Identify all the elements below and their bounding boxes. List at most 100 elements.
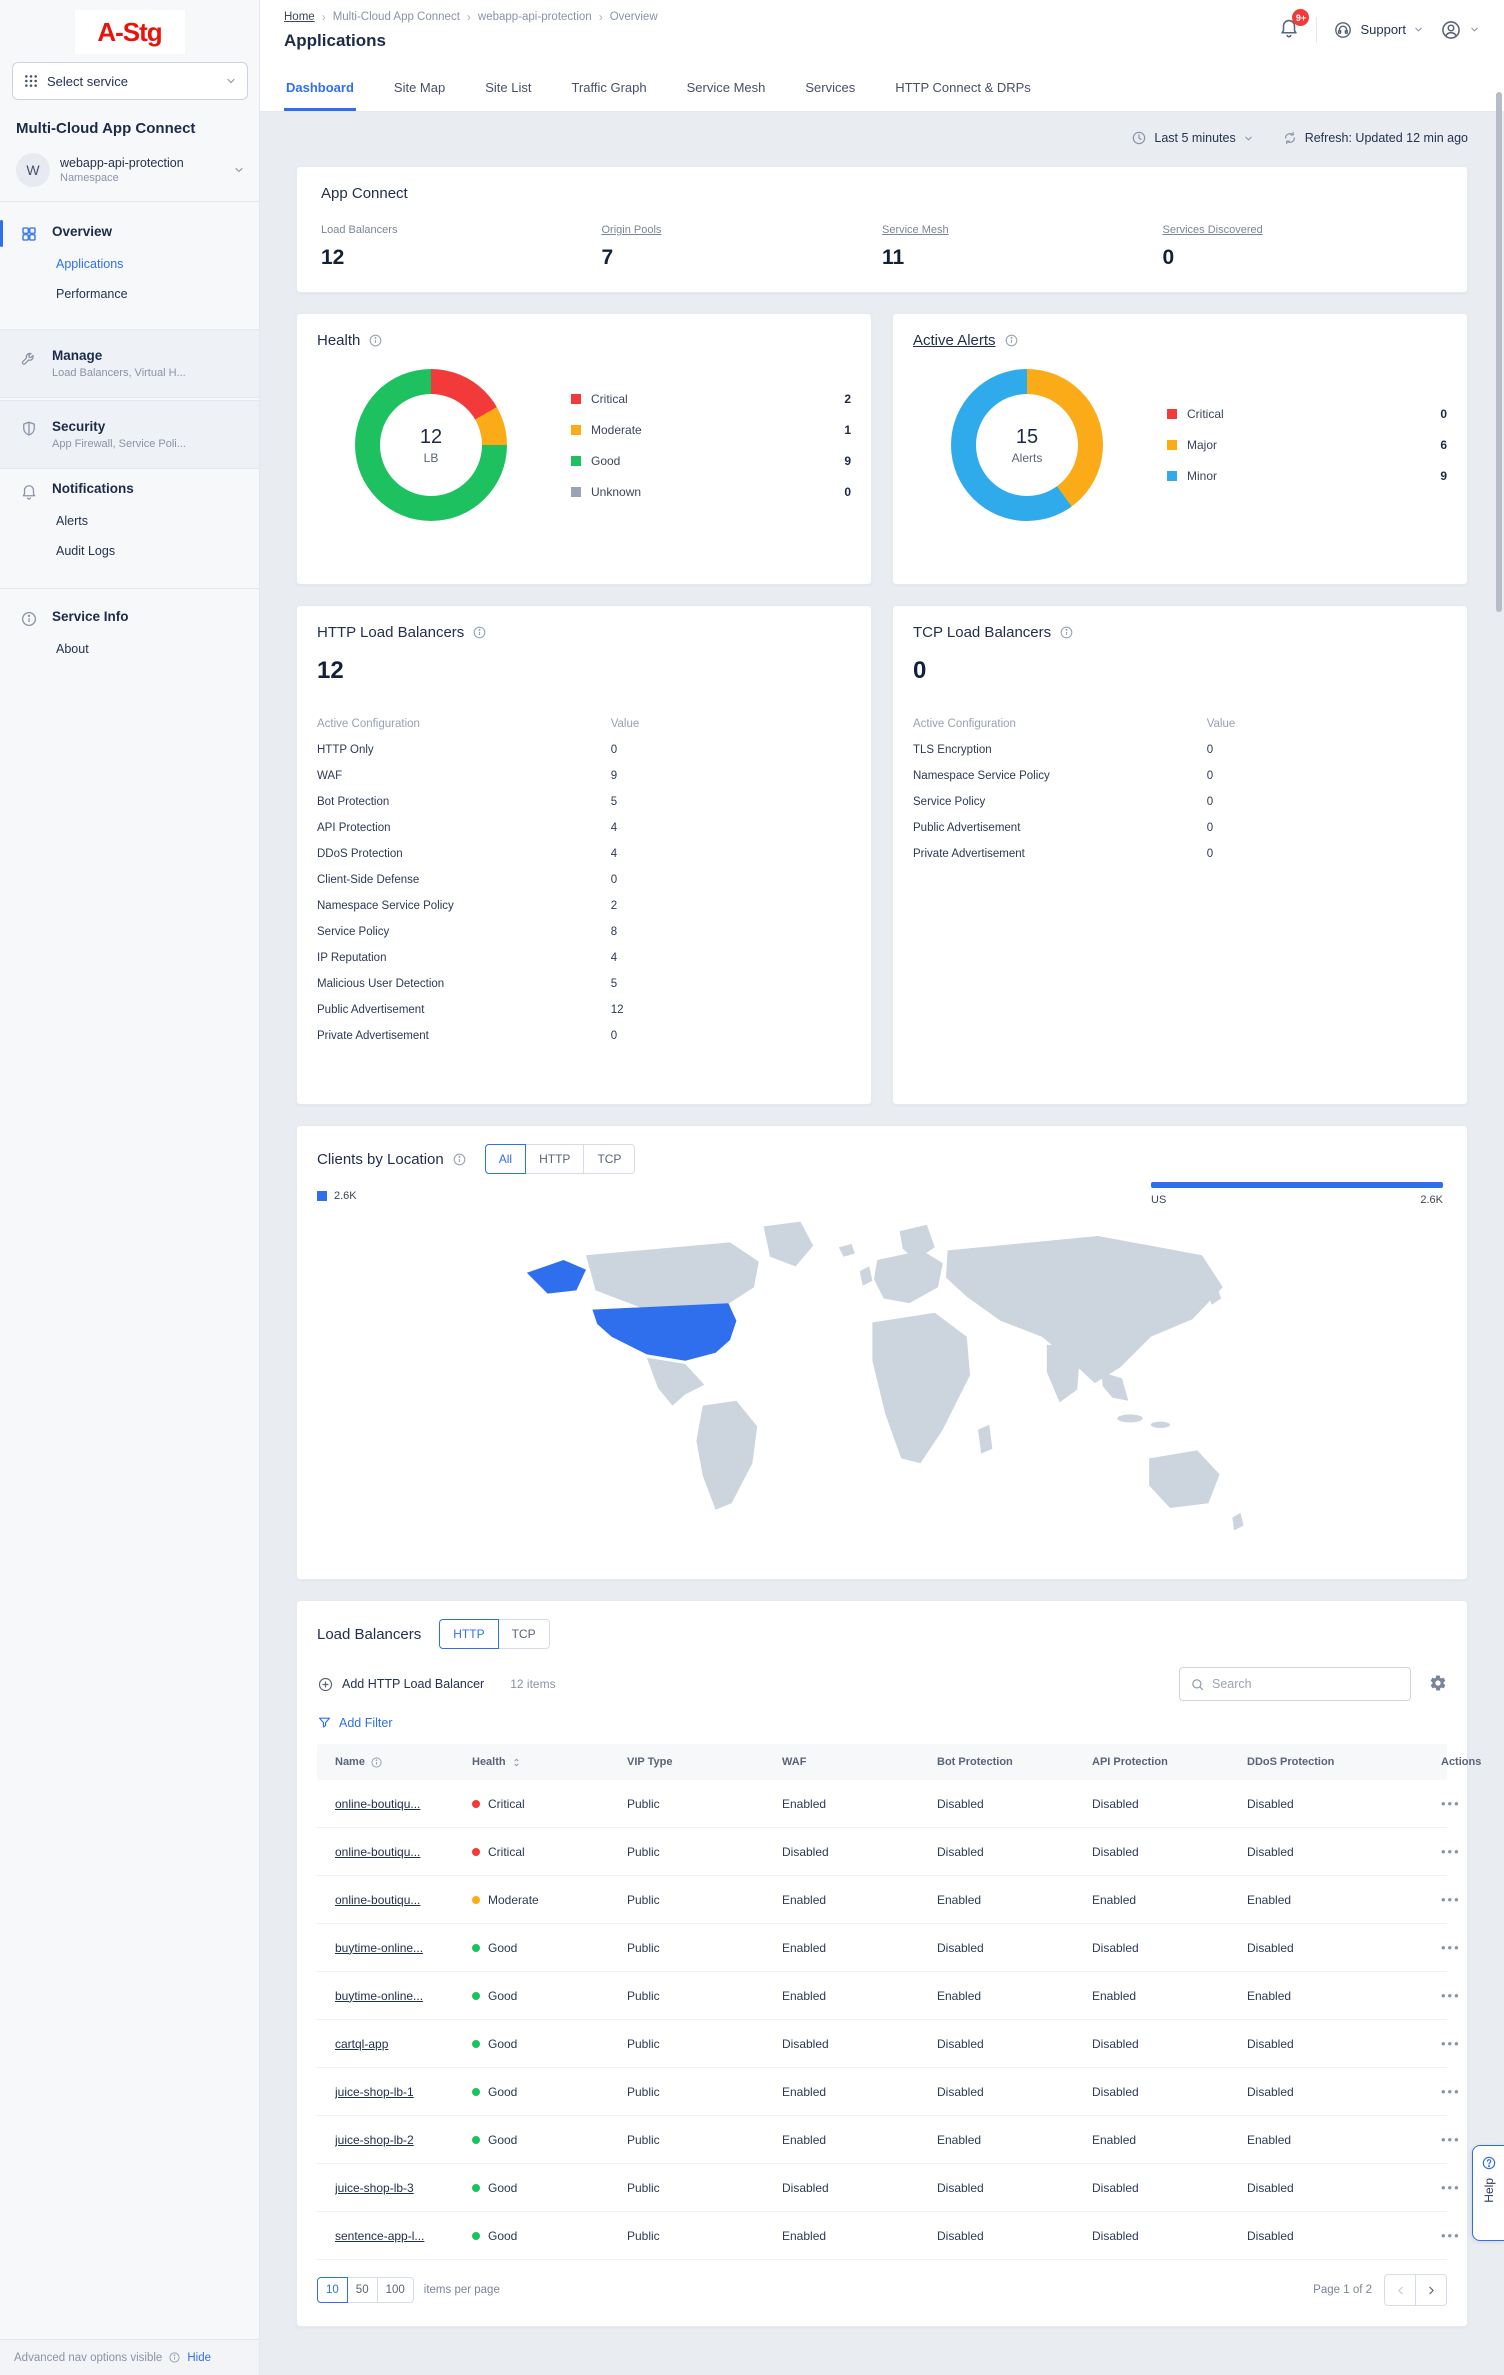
row-actions-button[interactable]: ••• [1441,2132,1461,2147]
stat-label[interactable]: Services Discovered [1162,224,1263,236]
health-cell: Good [472,2085,627,2099]
product-title: Multi-Cloud App Connect [16,120,196,137]
active-alerts-title[interactable]: Active Alerts [913,332,996,349]
brand-logo[interactable]: A-Stg [74,10,185,54]
lb-tab-http[interactable]: HTTP [439,1619,499,1649]
stat-label[interactable]: Origin Pools [601,224,662,236]
tab-http-connect-drps[interactable]: HTTP Connect & DRPs [895,80,1031,95]
sidebar-item-audit-logs[interactable]: Audit Logs [56,544,116,558]
support-menu-button[interactable]: Support [1333,20,1424,40]
add-http-load-balancer-button[interactable]: Add HTTP Load Balancer [317,1676,484,1693]
stat-label[interactable]: Service Mesh [882,224,949,236]
page-size-10[interactable]: 10 [317,2277,348,2303]
lb-name-link[interactable]: cartql-app [335,2036,389,2051]
column-header-name[interactable]: Name [335,1756,472,1769]
breadcrumb-item[interactable]: Home [284,11,315,23]
tab-site-list[interactable]: Site List [485,80,532,95]
clients-filter-tcp[interactable]: TCP [583,1144,636,1174]
info-icon[interactable] [370,1756,383,1769]
notifications-bell-button[interactable]: 9+ [1278,9,1310,43]
config-row-tls-encryption: TLS Encryption 0 [913,737,1447,763]
health-cell: Good [472,2181,627,2195]
search-input[interactable] [1212,1677,1400,1691]
row-actions-button[interactable]: ••• [1441,2036,1461,2051]
row-actions-button[interactable]: ••• [1441,2180,1461,2195]
row-actions-button[interactable]: ••• [1441,2228,1461,2243]
row-actions-button[interactable]: ••• [1441,1892,1461,1907]
tab-service-mesh[interactable]: Service Mesh [686,80,766,95]
sidebar-item-about[interactable]: About [56,642,89,656]
info-icon[interactable] [1059,625,1074,640]
table-settings-button[interactable] [1429,1674,1447,1695]
lb-name-link[interactable]: sentence-app-l... [335,2228,425,2243]
legend-label: Critical [1187,407,1224,421]
lb-name-link[interactable]: online-boutiqu... [335,1892,421,1907]
row-actions-button[interactable]: ••• [1441,1988,1461,2003]
lb-protocol-toggle: HTTP TCP [439,1619,550,1649]
sidebar-item-overview[interactable]: Overview [0,218,259,249]
namespace-avatar: W [16,153,50,187]
next-page-button[interactable] [1415,2274,1447,2306]
info-icon[interactable] [452,1152,467,1167]
prev-page-button[interactable] [1384,2274,1416,2306]
lb-name-link[interactable]: online-boutiqu... [335,1796,421,1811]
config-value: 0 [610,874,618,886]
breadcrumb: Home › Multi-Cloud App Connect › webapp-api-… [284,10,658,24]
lb-name-link[interactable]: juice-shop-lb-1 [335,2084,414,2099]
sidebar-item-manage[interactable]: Manage Load Balancers, Virtual H... [0,342,259,385]
cell-bot: Disabled [937,2228,984,2243]
scrollbar-thumb[interactable] [1496,92,1502,612]
page-size-50[interactable]: 50 [346,2277,378,2303]
refresh-button[interactable]: Refresh: Updated 12 min ago [1282,130,1468,146]
dashboard-content: Last 5 minutes Refresh: Updated 12 min a… [260,112,1504,2355]
help-tab[interactable]: Help [1472,2145,1504,2241]
namespace-selector[interactable]: W webapp-api-protection Namespace [0,141,259,202]
chevron-down-icon [1469,24,1480,35]
sidebar-item-notifications[interactable]: Notifications [0,475,259,506]
table-row: juice-shop-lb-3 Good Public Disabled Disable… [317,2164,1459,2212]
clients-filter-all[interactable]: All [484,1144,527,1174]
lb-name-link[interactable]: buytime-online... [335,1988,424,2003]
config-row-private-advertisement: Private Advertisement 0 [317,1023,851,1049]
sort-icon[interactable] [511,1757,522,1768]
user-menu-button[interactable] [1440,19,1480,41]
row-actions-button[interactable]: ••• [1441,1796,1461,1811]
tab-traffic-graph[interactable]: Traffic Graph [571,80,647,95]
tab-site-map[interactable]: Site Map [393,80,446,95]
tab-services[interactable]: Services [805,80,856,95]
health-donut-value: 12 [419,425,443,448]
column-header-health[interactable]: Health [472,1756,627,1768]
cell-waf: Enabled [782,2084,827,2099]
sidebar-item-service-info[interactable]: Service Info [0,603,259,634]
clients-filter-http[interactable]: HTTP [525,1144,585,1174]
add-filter-button[interactable]: Add Filter [317,1715,1447,1730]
row-actions-button[interactable]: ••• [1441,2084,1461,2099]
lb-name-link[interactable]: online-boutiqu... [335,1844,421,1859]
config-label: HTTP Only [317,744,374,756]
sidebar-item-alerts[interactable]: Alerts [56,514,88,528]
info-icon[interactable] [1004,333,1019,348]
time-range-selector[interactable]: Last 5 minutes [1131,130,1253,146]
lb-tab-tcp[interactable]: TCP [497,1619,550,1649]
info-icon[interactable] [368,333,383,348]
table-body: online-boutiqu... Critical Public Enabled Di… [317,1780,1459,2260]
sidebar-item-performance[interactable]: Performance [56,287,128,301]
row-actions-button[interactable]: ••• [1441,1844,1461,1859]
hide-nav-link[interactable]: Hide [187,2351,211,2364]
row-actions-button[interactable]: ••• [1441,1940,1461,1955]
lb-name-link[interactable]: buytime-online... [335,1940,424,1955]
tab-dashboard[interactable]: Dashboard [284,80,356,111]
clients-title: Clients by Location [317,1150,444,1168]
cell-api: Disabled [1092,2228,1139,2243]
cell-bot: Disabled [937,1844,984,1859]
sidebar-item-security[interactable]: Security App Firewall, Service Poli... [0,413,259,456]
breadcrumb-item: Multi-Cloud App Connect [332,11,460,23]
select-service-dropdown[interactable]: Select service [12,62,248,100]
info-icon[interactable] [472,625,487,640]
load-balancers-table-card: Load Balancers HTTP TCP Add HTTP Load Bal… [296,1600,1481,2327]
lb-name-link[interactable]: juice-shop-lb-2 [335,2132,414,2147]
page-size-100[interactable]: 100 [376,2277,414,2303]
lb-name-link[interactable]: juice-shop-lb-3 [335,2180,414,2195]
sidebar-item-applications[interactable]: Applications [56,257,124,271]
cell-waf: Disabled [782,2180,829,2195]
